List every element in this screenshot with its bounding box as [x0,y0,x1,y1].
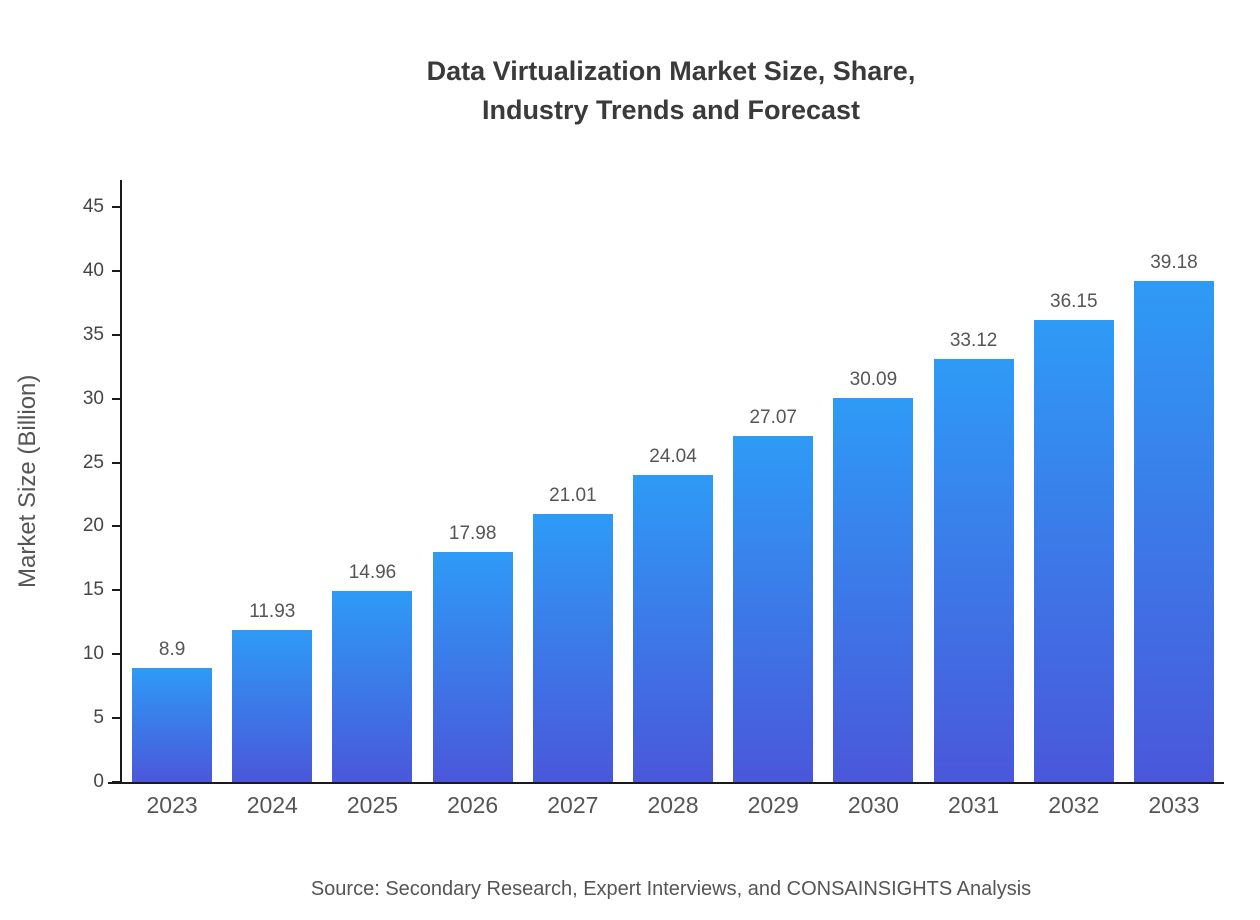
x-tick-label: 2023 [146,792,198,818]
x-axis-labels: 2023 2024 2025 2026 2027 2028 2029 2030 2031 2032… [122,792,1224,819]
bar [432,552,513,782]
bar-group: 11.93 [222,601,322,782]
bar [833,397,914,782]
bar-group: 39.18 [1124,252,1224,782]
y-tick-mark [112,461,120,464]
bar-group: 8.9 [122,639,222,782]
bar [232,629,313,782]
y-axis-title: Market Size (Billion) [14,374,41,588]
y-tick-mark [112,589,120,592]
bar-group: 24.04 [623,446,723,782]
y-tick-mark [112,269,120,272]
y-tick-label: 10 [82,643,104,665]
y-tick-label: 20 [82,515,104,537]
bar [733,436,814,782]
bar [132,668,213,782]
y-tick-label: 35 [82,323,104,345]
y-tick-mark [112,333,120,336]
bar-value-label: 33.12 [949,329,998,351]
bar-value-label: 17.98 [448,523,497,545]
bar [1033,320,1114,782]
plot-area: 0 5 10 15 20 25 30 35 40 45 8.9 11.93 14.96 17.98 21.… [83,180,1224,818]
bar-group: 30.09 [823,369,923,782]
x-tick-label: 2032 [1048,792,1100,818]
y-tick-label: 5 [93,707,104,729]
bar-value-label: 21.01 [549,484,597,506]
bar-value-label: 27.07 [749,407,797,429]
chart-title: Data Virtualization Market Size, Share, … [426,56,916,126]
x-tick-label: 2025 [346,792,399,818]
x-tick-label: 2031 [948,792,1000,818]
x-tick-label: 2030 [847,792,899,818]
x-tick-label: 2027 [547,792,599,818]
y-tick-mark [112,717,120,720]
x-tick-label: 2028 [647,792,699,818]
y-tick-label: 45 [82,196,104,217]
bar-value-label: 36.15 [1050,291,1098,313]
bar [532,513,613,782]
y-tick-mark [112,653,120,656]
bar-group: 27.07 [723,407,823,782]
y-tick-mark [112,525,120,528]
bar-group: 17.98 [423,523,523,782]
y-tick-mark [112,781,120,783]
x-tick-label: 2033 [1148,792,1200,818]
y-tick-label: 40 [82,259,104,281]
bar [633,474,714,782]
x-tick-label: 2024 [246,792,298,818]
bar-group: 33.12 [924,330,1024,782]
y-tick-label: 25 [82,451,104,473]
bar-value-label: 8.9 [158,639,186,661]
x-axis-line [108,782,122,784]
bar-group: 14.96 [322,562,422,782]
source-attribution: Source: Secondary Research, Expert Inter… [310,878,1032,900]
bar [332,590,413,782]
bar [933,358,1014,782]
y-tick-label: 30 [82,387,104,409]
y-tick-mark [112,397,120,400]
y-tick-label: 0 [93,771,104,792]
y-tick-mark [112,206,120,208]
bar-series: 8.9 11.93 14.96 17.98 21.01 24.04 27.07 30.09 33… [122,180,1224,782]
x-tick-label: 2026 [447,792,499,818]
y-axis-ticks: 0 5 10 15 20 25 30 35 40 45 [83,180,1224,792]
bar-value-label: 24.04 [649,445,697,467]
x-tick-label: 2029 [747,792,799,818]
bar-value-label: 14.96 [348,561,397,583]
bar-group: 36.15 [1024,291,1124,782]
bar-value-label: 39.18 [1150,252,1198,274]
bar-group: 21.01 [523,485,623,782]
bar-value-label: 11.93 [249,600,296,622]
y-tick-label: 15 [82,579,104,601]
bar [1133,281,1214,782]
bar-value-label: 30.09 [849,368,898,390]
